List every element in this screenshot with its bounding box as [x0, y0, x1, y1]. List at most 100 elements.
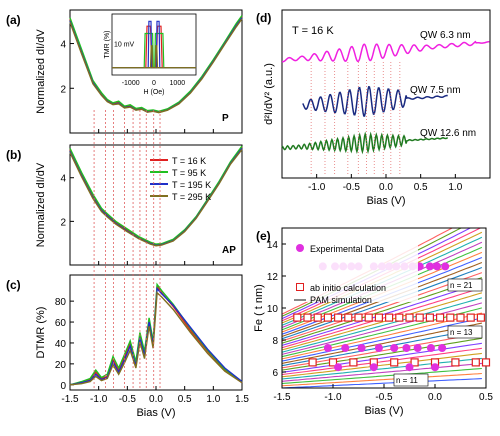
series-line: [69, 148, 243, 247]
panel-d: (d) T = 16 K -1.0 -0.5 0.0 0.5 1.0 Bias (V) d²I/…: [256, 9, 491, 207]
experimental-point: [413, 344, 422, 352]
series-label: QW 6.3 nm: [420, 30, 471, 41]
legend-entry: T = 195 K: [172, 180, 211, 190]
x-axis-label: Bias (V): [364, 405, 403, 417]
inset-x-tick-label: 0: [152, 80, 156, 87]
experimental-point: [390, 344, 399, 352]
abinitio-point: [425, 313, 434, 322]
experimental-point: [341, 344, 350, 352]
panel-label: (e): [256, 229, 271, 243]
pam-curve: [282, 342, 482, 373]
x-tick-label: -1.0: [324, 392, 342, 403]
y-tick-label: 40: [55, 339, 67, 350]
series-label: QW 7.5 nm: [410, 85, 461, 96]
pam-curve: [282, 367, 482, 385]
inset-series: [112, 45, 196, 69]
experimental-point: [323, 344, 332, 352]
x-tick-label: 0.5: [414, 182, 428, 193]
x-tick-label: 0.5: [479, 392, 493, 403]
legend-entry: PAM simulation: [310, 295, 372, 305]
y-axis-label: Fe ( t nm): [253, 284, 265, 332]
x-tick-label: -1.5: [61, 394, 79, 405]
x-axis-label: Bias (V): [136, 407, 175, 419]
inset-frame: [111, 13, 197, 76]
annotation-box: [447, 278, 483, 292]
abinitio-point: [390, 358, 399, 367]
legend-box: [292, 240, 418, 302]
y-tick-label: 8: [272, 336, 278, 347]
plot-frame: [69, 144, 243, 266]
inset-y-label: TMR (%): [104, 31, 111, 59]
inset-x-tick-label: -1000: [122, 80, 140, 87]
y-tick-label: 12: [267, 272, 279, 283]
experimental-point: [334, 363, 343, 372]
y-tick-label: 2: [60, 217, 66, 228]
inset-bias-label: 10 mV: [114, 42, 135, 49]
experimental-point: [438, 344, 447, 352]
pam-curve: [282, 347, 482, 376]
series-line: [281, 40, 490, 63]
abinitio-point: [374, 313, 383, 322]
y-tick-label: 0: [60, 381, 66, 392]
chart-title: T = 16 K: [292, 25, 334, 37]
pam-curve: [282, 372, 482, 387]
abinitio-point: [405, 313, 414, 322]
legend-entry: T = 95 K: [172, 168, 206, 178]
x-tick-label: 1.0: [206, 394, 220, 405]
pam-curve: [282, 352, 482, 378]
experimental-point: [425, 262, 434, 271]
abinitio-point: [471, 358, 480, 367]
panel-label: (d): [256, 11, 271, 25]
annotation-box: [393, 373, 429, 387]
abinitio-point: [476, 313, 485, 322]
abinitio-point: [451, 358, 460, 367]
x-tick-label: -0.5: [375, 392, 393, 403]
series-line: [69, 18, 243, 114]
y-axis-label: d²I/dV² (a.u.): [263, 63, 275, 125]
legend-marker: [296, 244, 304, 252]
legend-entry: Experimental Data: [310, 244, 384, 254]
x-axis-label: Bias (V): [366, 195, 405, 207]
abinitio-point: [323, 313, 332, 322]
x-tick-label: 0.5: [178, 394, 192, 405]
abinitio-point: [410, 358, 419, 367]
pam-curve: [282, 317, 483, 362]
panel-b: (b) 2 4 Normalized dI/dV AP T = 16 K T = 95 K T…: [6, 144, 243, 266]
y-tick-label: 60: [55, 318, 67, 329]
state-label: P: [222, 113, 229, 124]
legend-entry: ab initio calculation: [310, 283, 386, 293]
abinitio-point: [349, 358, 358, 367]
pam-curve: [282, 362, 482, 382]
experimental-point: [426, 344, 435, 352]
y-tick-label: 14: [267, 240, 279, 251]
experimental-point: [402, 344, 411, 352]
x-tick-label: -0.5: [119, 394, 137, 405]
abinitio-point: [334, 313, 343, 322]
panel-e: (e) 6 8 10 12 14 -1.5 -1.0 -0.5 0.0 0.5 Bias (V) Fe …: [253, 227, 493, 417]
panel-label: (c): [6, 278, 21, 292]
experimental-point: [357, 344, 366, 352]
x-tick-label: 1.5: [235, 394, 249, 405]
abinitio-point: [385, 313, 394, 322]
y-tick-label: 4: [60, 40, 66, 51]
x-tick-label: 1.0: [448, 182, 462, 193]
series-line: [69, 291, 243, 386]
abinitio-point: [344, 313, 353, 322]
pam-curve: [282, 297, 483, 353]
y-axis-label: Normalized dI/dV: [35, 29, 47, 114]
abinitio-point: [303, 313, 312, 322]
experimental-point: [405, 363, 414, 372]
x-tick-label: 0.0: [379, 182, 393, 193]
y-axis-label: DTMR (%): [35, 307, 47, 359]
panel-a: (a) 2 4 Normalized dI/dV P -1000 0 1000 H (Oe) TM…: [6, 9, 243, 134]
experimental-point: [441, 262, 450, 271]
abinitio-point: [364, 313, 373, 322]
abinitio-point: [481, 358, 491, 367]
experimental-point: [433, 262, 442, 271]
y-tick-label: 80: [55, 297, 67, 308]
abinitio-point: [354, 313, 363, 322]
abinitio-point: [415, 313, 424, 322]
x-tick-label: -1.0: [308, 182, 326, 193]
pam-curve: [282, 378, 482, 388]
